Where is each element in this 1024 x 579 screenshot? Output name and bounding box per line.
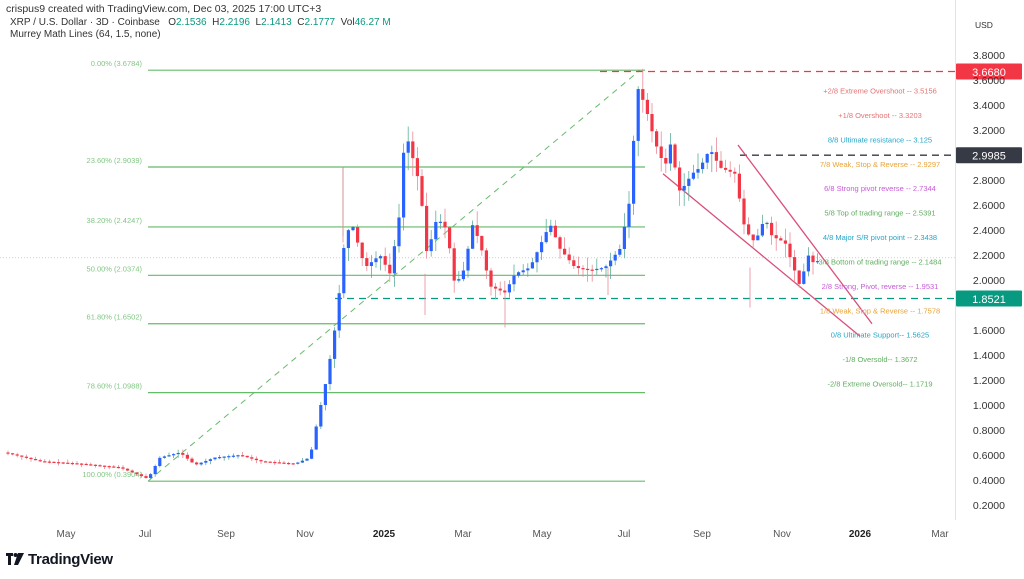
murrey-math-labels: +2/8 Extreme Overshoot -- 3.5156 +1/8 Ove… [819, 87, 942, 389]
price-tick: 1.2000 [973, 375, 1005, 387]
volume-value: 46.27 M [354, 17, 391, 28]
ohlc-low-label: L [255, 17, 262, 28]
time-tick: May [56, 529, 76, 540]
price-tick: 1.0000 [973, 400, 1005, 412]
tradingview-logo[interactable]: TradingView [6, 551, 113, 568]
price-axis[interactable]: 3.8000 3.6000 3.4000 3.2000 2.8000 2.6000 2.40… [955, 0, 1005, 520]
ohlc-close: 2.1777 [304, 17, 336, 28]
fib-level-label: 50.00% (2.0374) [87, 264, 143, 273]
time-tick: May [532, 529, 552, 540]
ohlc-open-label: O [168, 17, 176, 28]
time-tick: Jul [617, 529, 631, 540]
ohlc-low: 2.1413 [261, 17, 292, 28]
price-tick: 1.6000 [973, 325, 1005, 337]
murrey-level-label: 4/8 Major S/R pivot point -- 2.3438 [823, 233, 937, 242]
murrey-level-label: -2/8 Extreme Oversold-- 1.1719 [827, 380, 932, 389]
candlesticks [6, 68, 820, 480]
price-tick: 2.4000 [973, 225, 1005, 237]
price-tick: 2.0000 [973, 275, 1005, 287]
price-tick: 3.8000 [973, 50, 1005, 62]
price-tick: 0.8000 [973, 425, 1005, 437]
murrey-level-label: +2/8 Extreme Overshoot -- 3.5156 [823, 87, 937, 96]
price-label-value: 2.9985 [972, 151, 1006, 163]
price-label-badge [956, 147, 1022, 164]
murrey-level-label: 6/8 Strong pivot reverse -- 2.7344 [824, 184, 936, 193]
price-label-badge [956, 63, 1022, 80]
price-tick: 0.2000 [973, 500, 1005, 512]
ohlc-close-label: C [297, 17, 305, 28]
price-tick: 3.2000 [973, 125, 1005, 137]
fib-level-label: 23.60% (2.9039) [87, 156, 143, 165]
price-tick: 1.4000 [973, 350, 1005, 362]
volume-label: Vol [340, 17, 355, 28]
fib-level-label: 78.60% (1.0988) [87, 382, 143, 391]
price-label-value: 3.6680 [972, 67, 1006, 79]
fib-level-label: 38.20% (2.4247) [87, 216, 143, 225]
time-tick: Sep [693, 529, 711, 540]
time-tick: Nov [773, 529, 791, 540]
murrey-level-label: 3/8 Bottom of trading range -- 2.1484 [819, 257, 942, 266]
price-tick: 0.6000 [973, 450, 1005, 462]
trend-lines[interactable]: 3.6680 2.9985 1.8521 [0, 63, 1022, 337]
ohlc-high: 2.2196 [219, 17, 250, 28]
fib-level-label: 61.80% (1.6502) [87, 313, 143, 322]
attribution-text: crispus9 created with TradingView.com, D… [6, 3, 322, 15]
murrey-level-label: 0/8 Ultimate Support-- 1.5625 [831, 331, 929, 340]
price-tick: 0.4000 [973, 475, 1005, 487]
fib-level-label: 0.00% (3.6784) [91, 59, 143, 68]
murrey-level-label: 7/8 Weak, Stop & Reverse -- 2.9297 [820, 160, 940, 169]
fibonacci-retracement[interactable]: 0.00% (3.6784) 23.60% (2.9039) 38.20% (2.4… [82, 59, 645, 482]
symbol-name: XRP / U.S. Dollar · 3D · Coinbase [10, 17, 160, 28]
price-tick: 2.6000 [973, 200, 1005, 212]
currency-label: USD [975, 20, 993, 30]
price-tick: 2.8000 [973, 175, 1005, 187]
murrey-level-label: 8/8 Ultimate resistance -- 3.125 [828, 135, 932, 144]
murrey-level-label: 1/8 Weak, Stop & Reverse -- 1.7578 [820, 306, 940, 315]
price-label-badge [956, 290, 1022, 307]
time-tick: Jul [138, 529, 152, 540]
price-label-value: 1.8521 [972, 294, 1006, 306]
ohlc-high-label: H [212, 17, 220, 28]
tradingview-logo-icon [6, 552, 24, 568]
price-tick: 2.2000 [973, 250, 1005, 262]
time-tick: Mar [931, 529, 949, 540]
indicator-legend[interactable]: Murrey Math Lines (64, 1.5, none) [10, 29, 161, 40]
time-tick: Sep [217, 529, 235, 540]
ohlc-open: 2.1536 [176, 17, 207, 28]
murrey-level-label: -1/8 Oversold-- 1.3672 [842, 355, 917, 364]
fib-level-label: 100.00% (0.3904) [82, 470, 142, 479]
murrey-level-label: 5/8 Top of trading range -- 2.5391 [824, 209, 935, 218]
murrey-level-label: 2/8 Strong, Pivot, reverse -- 1.9531 [822, 282, 939, 291]
price-tick: 3.6000 [973, 75, 1005, 87]
price-tick: 3.4000 [973, 100, 1005, 112]
time-tick: Nov [296, 529, 314, 540]
time-tick: 2025 [372, 529, 396, 540]
murrey-level-label: +1/8 Overshoot -- 3.3203 [838, 111, 922, 120]
time-tick: Mar [454, 529, 472, 540]
symbol-legend: XRP / U.S. Dollar · 3D · Coinbase O2.153… [10, 17, 391, 28]
tradingview-logo-text: TradingView [28, 551, 113, 568]
time-tick: 2026 [848, 529, 872, 540]
